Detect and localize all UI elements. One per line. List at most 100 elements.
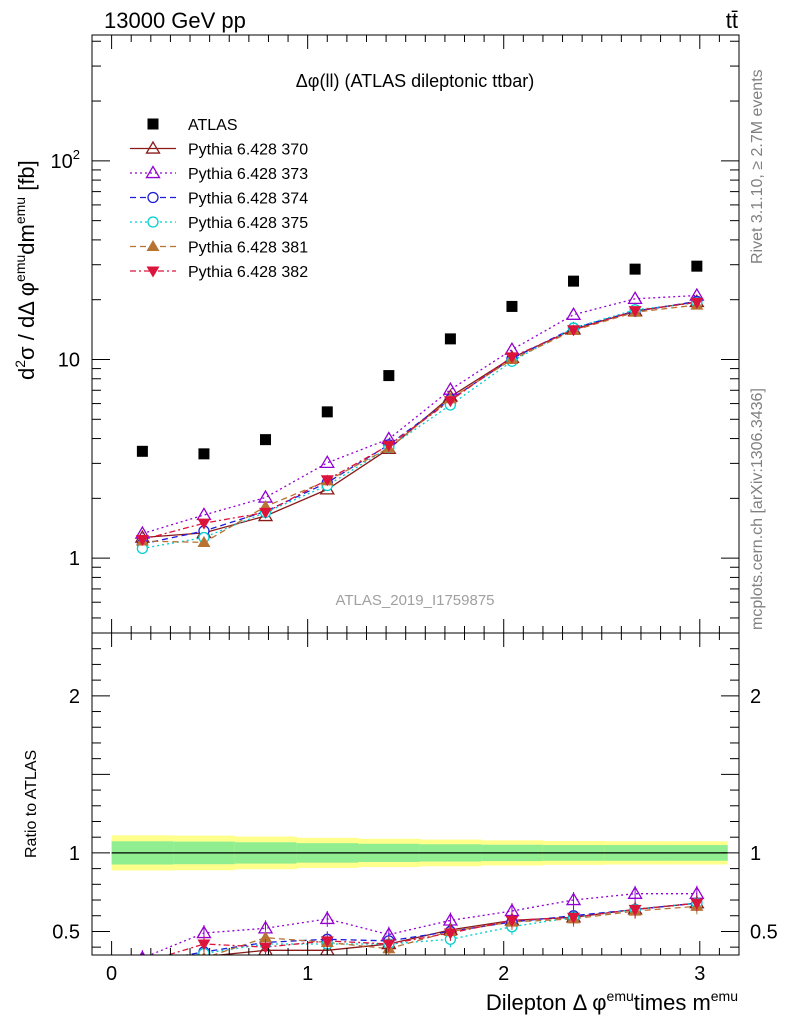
x-tick-label: 0 <box>106 963 117 985</box>
xlabel-exp2: emu <box>711 988 738 1004</box>
ratio-tick-label: 0.5 <box>750 921 778 943</box>
legend-marker-6 <box>146 266 160 278</box>
watermark: ATLAS_2019_I1759875 <box>335 592 494 609</box>
data-point-atlas <box>629 263 641 275</box>
series-point-6 <box>382 440 396 452</box>
series-point-2 <box>627 291 643 305</box>
ratio-point-4 <box>137 958 147 968</box>
series-point-6 <box>505 352 519 364</box>
ratio-panel: 0 1 2 3 0.5 0.5 1 1 2 2 <box>52 632 778 985</box>
data-point-atlas <box>136 445 148 457</box>
main-panel: 1 10 102 Δφ(ll) (ATLAS dileptonic ttbar) A… <box>51 34 740 634</box>
ratio-tick-label: 0.5 <box>52 921 80 943</box>
ratio-line-2 <box>148 893 697 955</box>
series-line-5 <box>142 304 697 544</box>
legend-marker-5 <box>146 240 160 252</box>
main-marks <box>134 260 705 555</box>
series-point-6 <box>197 518 211 530</box>
y-tick-label-exp: 2 <box>73 147 80 162</box>
ratio-line-3 <box>182 902 697 955</box>
series-line-3 <box>142 300 697 545</box>
legend-label-atlas: ATLAS <box>188 117 238 134</box>
ratio-point-6 <box>628 904 642 916</box>
ratio-point-6 <box>320 936 334 948</box>
ratio-point-3 <box>137 958 147 968</box>
ratio-point-2 <box>565 892 582 906</box>
series-line-4 <box>142 302 697 550</box>
series-line-1 <box>142 301 697 539</box>
series-point-6 <box>259 507 273 519</box>
ylabel-mid2: dm <box>14 224 39 255</box>
ratio-tick-label: 2 <box>69 686 80 708</box>
legend-marker-atlas <box>147 118 159 130</box>
x-tick-label: 1 <box>302 963 313 985</box>
series-line-6 <box>142 301 697 541</box>
y-tick-label: 1 <box>69 548 80 570</box>
series-point-5 <box>197 535 211 547</box>
ratio-point-6 <box>197 939 211 951</box>
data-point-atlas <box>506 300 518 312</box>
ratio-tick-label: 1 <box>69 843 80 865</box>
data-point-atlas <box>260 434 272 446</box>
ratio-point-6 <box>567 912 581 924</box>
ratio-band <box>111 835 728 871</box>
ratio-line-5 <box>211 905 697 955</box>
chart-title: Δφ(ll) (ATLAS dileptonic ttbar) <box>296 71 534 91</box>
legend-label-2: Pythia 6.428 373 <box>188 166 308 183</box>
rivet-label: Rivet 3.1.10, ≥ 2.7M events <box>749 69 766 264</box>
data-point-atlas <box>198 448 210 460</box>
ratio-point-6 <box>382 939 396 951</box>
series-point-6 <box>567 325 581 337</box>
ratio-marks <box>136 885 705 969</box>
legend-marker-1 <box>145 140 161 154</box>
legend: ATLAS Pythia 6.428 370 Pythia 6.428 373 Pyt… <box>130 117 308 281</box>
legend-marker-3 <box>147 191 159 204</box>
ylabel-mid: σ / dΔ φ <box>14 282 39 360</box>
series-point-6 <box>628 306 642 318</box>
x-axis-label: Dilepton Δ φemutimes memu <box>486 988 738 1015</box>
legend-label-3: Pythia 6.428 374 <box>188 191 308 208</box>
data-point-atlas <box>321 406 333 418</box>
data-point-atlas <box>568 275 580 287</box>
legend-label-1: Pythia 6.428 370 <box>188 142 308 159</box>
data-point-atlas <box>444 333 456 345</box>
ratio-point-6 <box>443 928 457 940</box>
data-point-atlas <box>383 370 395 382</box>
ratio-line-6 <box>165 902 697 955</box>
main-ticks: 1 10 102 <box>51 35 740 633</box>
ratio-point-5 <box>201 951 206 955</box>
ratio-ticks: 0 1 2 3 0.5 0.5 1 1 2 2 <box>52 632 778 985</box>
ylabel-base: d <box>14 368 39 380</box>
xlabel-base: Dilepton Δ φ <box>486 990 607 1015</box>
xlabel-mid: times m <box>634 990 711 1015</box>
ylabel-exp2: emu <box>12 255 28 282</box>
series-point-6 <box>320 475 334 487</box>
ylabel-unit: [fb] <box>14 160 39 197</box>
series-line-2 <box>142 294 697 535</box>
ratio-point-5 <box>136 956 149 967</box>
y-tick-label: 10 <box>58 349 80 371</box>
series-point-6 <box>443 396 457 408</box>
ratio-y-label: Ratio to ATLAS <box>23 750 40 858</box>
series-point-2 <box>565 306 582 320</box>
header-energy: 13000 GeV pp <box>104 8 246 33</box>
legend-label-5: Pythia 6.428 381 <box>188 240 308 257</box>
x-tick-label: 3 <box>694 963 705 985</box>
header-process: tt̄ <box>726 8 738 33</box>
ratio-frame <box>91 632 740 956</box>
ratio-tick-label: 2 <box>750 686 761 708</box>
legend-label-4: Pythia 6.428 375 <box>188 215 308 232</box>
series-point-2 <box>319 455 335 468</box>
ratio-point-6 <box>136 958 149 969</box>
ratio-tick-label: 1 <box>750 843 761 865</box>
ratio-point-6 <box>259 942 273 954</box>
ratio-point-5 <box>259 931 273 943</box>
legend-label-6: Pythia 6.428 382 <box>188 264 308 281</box>
series-point-2 <box>196 507 212 521</box>
series-point-6 <box>690 297 704 309</box>
xlabel-exp1: emu <box>607 988 634 1004</box>
ratio-point-2 <box>627 885 643 899</box>
series-point-6 <box>135 535 149 547</box>
ratio-point-6 <box>690 898 704 910</box>
